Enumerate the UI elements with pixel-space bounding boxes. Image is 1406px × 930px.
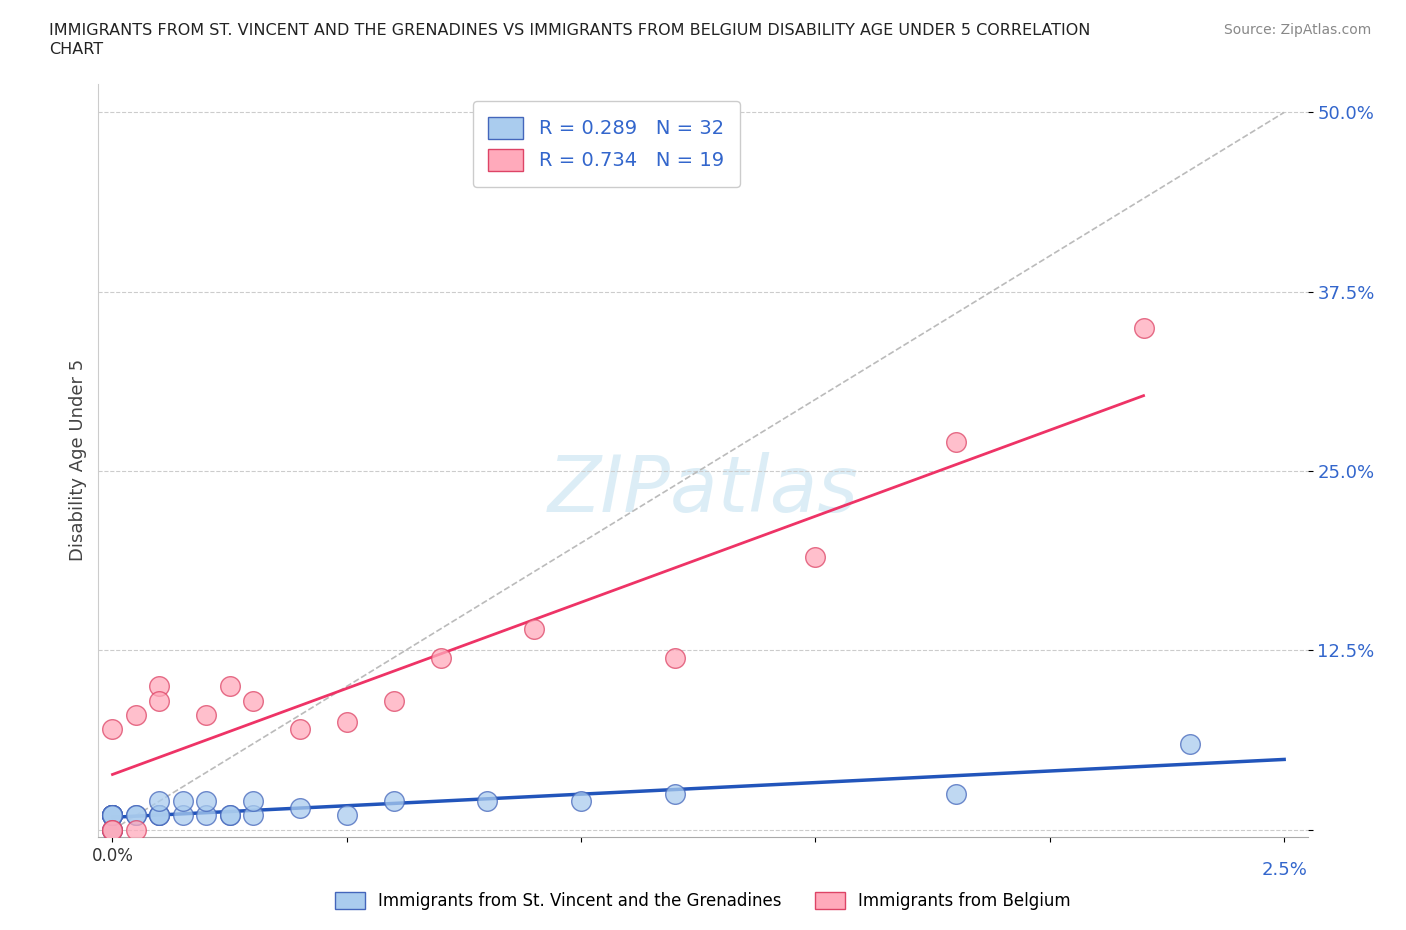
Text: 2.5%: 2.5% [1261, 861, 1308, 880]
Text: IMMIGRANTS FROM ST. VINCENT AND THE GRENADINES VS IMMIGRANTS FROM BELGIUM DISABI: IMMIGRANTS FROM ST. VINCENT AND THE GREN… [49, 23, 1091, 38]
Point [101, 808, 124, 823]
Point [101, 808, 124, 823]
Point [101, 808, 124, 823]
Point [242, 808, 264, 823]
Point [101, 822, 124, 837]
Point [148, 693, 170, 708]
Point [125, 822, 148, 837]
Point [945, 435, 967, 450]
Text: ZIPatlas: ZIPatlas [547, 453, 859, 528]
Point [125, 808, 148, 823]
Point [288, 722, 311, 737]
Point [148, 793, 170, 808]
Point [172, 793, 194, 808]
Point [429, 650, 451, 665]
Point [148, 808, 170, 823]
Point [1132, 320, 1154, 335]
Point [218, 808, 240, 823]
Point [101, 808, 124, 823]
Text: Source: ZipAtlas.com: Source: ZipAtlas.com [1223, 23, 1371, 37]
Point [336, 715, 359, 730]
Point [101, 808, 124, 823]
Point [382, 693, 405, 708]
Point [125, 808, 148, 823]
Point [195, 808, 218, 823]
Point [148, 808, 170, 823]
Point [218, 808, 240, 823]
Point [523, 621, 546, 636]
Point [101, 822, 124, 837]
Text: CHART: CHART [49, 42, 103, 57]
Point [1180, 737, 1202, 751]
Point [101, 808, 124, 823]
Point [804, 550, 827, 565]
Point [148, 679, 170, 694]
Point [101, 822, 124, 837]
Legend: R = 0.289   N = 32, R = 0.734   N = 19: R = 0.289 N = 32, R = 0.734 N = 19 [472, 101, 740, 187]
Point [172, 808, 194, 823]
Point [569, 793, 592, 808]
Point [382, 793, 405, 808]
Point [218, 679, 240, 694]
Point [336, 808, 359, 823]
Point [195, 793, 218, 808]
Point [101, 808, 124, 823]
Point [148, 808, 170, 823]
Point [664, 650, 686, 665]
Point [477, 793, 499, 808]
Point [195, 708, 218, 723]
Point [101, 808, 124, 823]
Point [101, 822, 124, 837]
Point [242, 793, 264, 808]
Point [242, 693, 264, 708]
Legend: Immigrants from St. Vincent and the Grenadines, Immigrants from Belgium: Immigrants from St. Vincent and the Gren… [328, 885, 1078, 917]
Point [101, 722, 124, 737]
Point [125, 708, 148, 723]
Y-axis label: Disability Age Under 5: Disability Age Under 5 [69, 359, 87, 562]
Point [945, 787, 967, 802]
Point [664, 787, 686, 802]
Point [288, 801, 311, 816]
